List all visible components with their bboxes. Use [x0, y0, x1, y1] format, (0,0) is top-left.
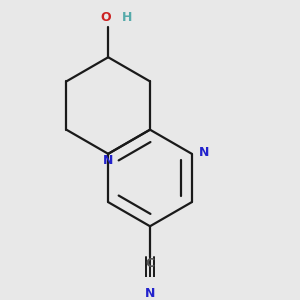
Text: N: N: [103, 154, 113, 167]
Text: O: O: [100, 11, 111, 24]
Text: N: N: [145, 287, 155, 300]
Text: H: H: [122, 11, 132, 24]
Text: N: N: [199, 146, 209, 159]
Text: C: C: [146, 257, 154, 270]
